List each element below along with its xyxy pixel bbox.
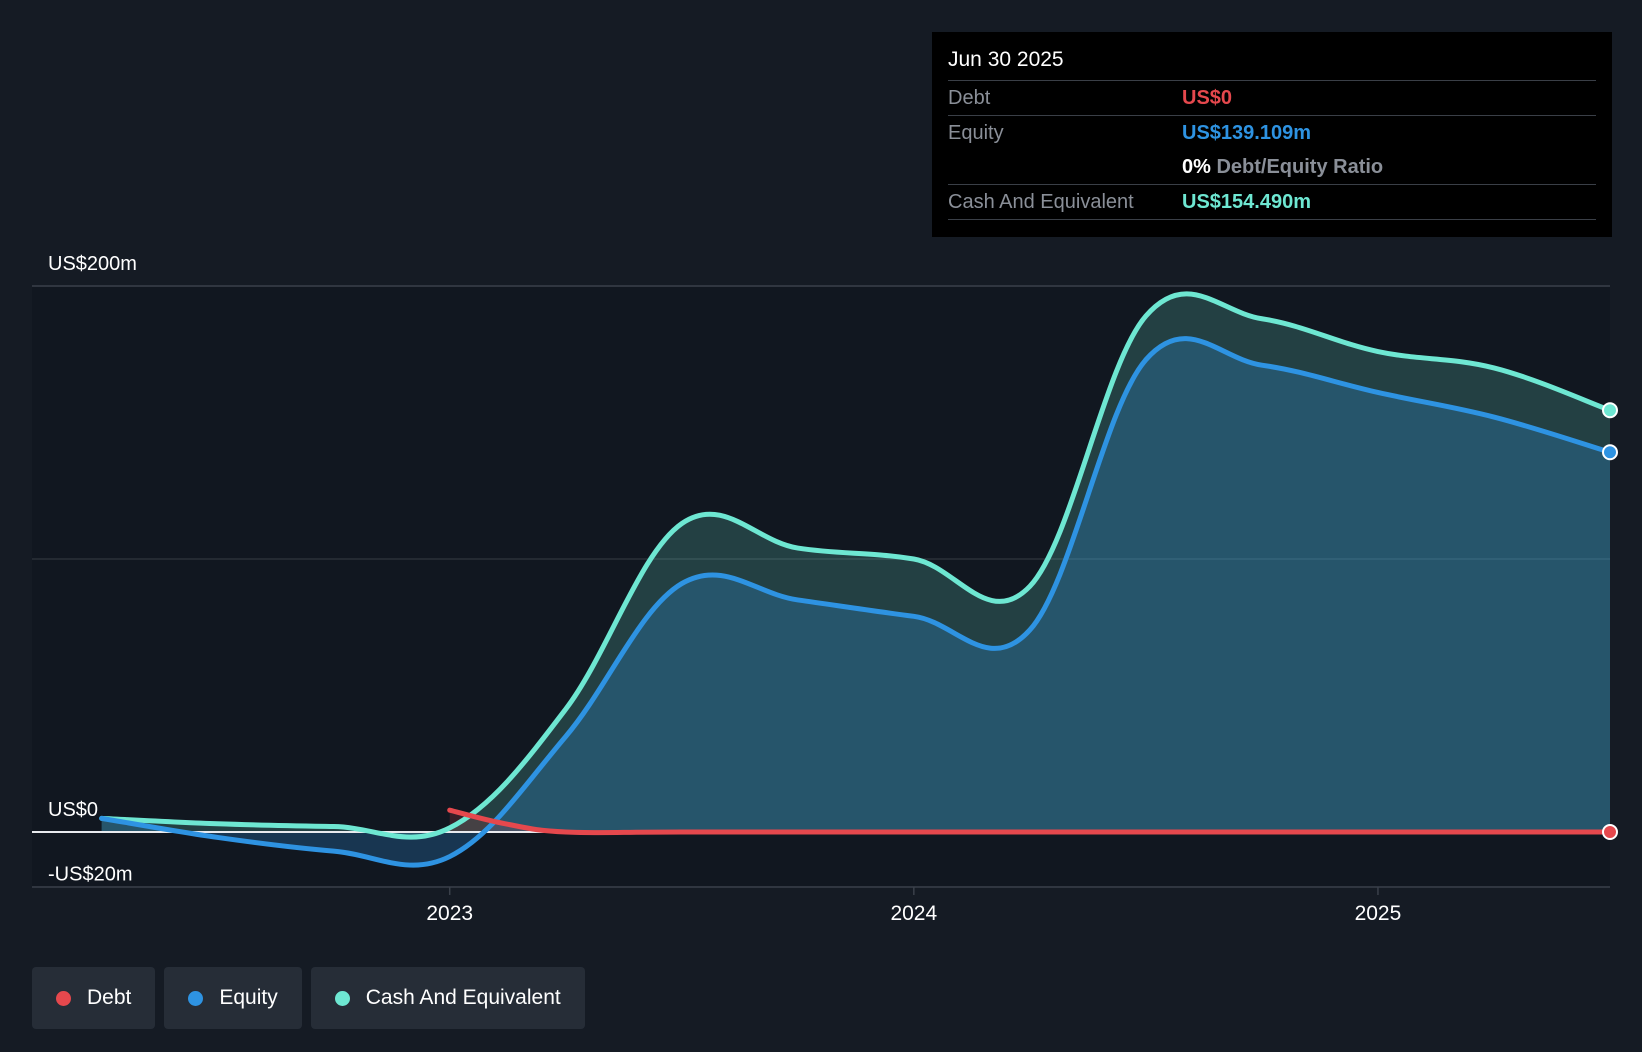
tooltip-row-ratio: 0% Debt/Equity Ratio — [948, 150, 1596, 185]
legend-dot-equity — [188, 990, 204, 1006]
tooltip-cash-value: US$154.490m — [1182, 191, 1311, 213]
legend-label-debt: Debt — [87, 986, 132, 1009]
tooltip-ratio-value: 0% — [1182, 156, 1211, 178]
legend-label-cash: Cash And Equivalent — [365, 986, 561, 1009]
tooltip-panel: Jun 30 2025 Debt US$0 Equity US$139.109m… — [932, 32, 1612, 237]
legend-item-cash[interactable]: Cash And Equivalent — [310, 967, 585, 1029]
tooltip-date: Jun 30 2025 — [948, 46, 1596, 81]
tooltip-row-debt: Debt US$0 — [948, 81, 1596, 116]
tooltip-equity-label: Equity — [948, 122, 1004, 144]
tooltip-debt-value: US$0 — [1182, 87, 1233, 109]
tooltip-ratio-label: Debt/Equity Ratio — [1216, 156, 1384, 178]
legend-item-debt[interactable]: Debt — [32, 967, 156, 1029]
marker-equity — [1602, 444, 1618, 461]
y-tick-label: US$0 — [48, 799, 98, 821]
x-tick-label: 2025 — [1355, 902, 1402, 925]
legend-dot-debt — [56, 990, 71, 1006]
line-debt — [447, 807, 1613, 836]
marker-debt — [1602, 824, 1618, 840]
tooltip-row-cash: Cash And Equivalent US$154.490m — [948, 185, 1596, 220]
legend-dot-cash — [334, 990, 350, 1006]
marker-cash — [1602, 402, 1618, 419]
tooltip-row-equity: Equity US$139.109m — [948, 116, 1596, 150]
line-equity — [99, 336, 1613, 868]
legend-item-equity[interactable]: Equity — [164, 967, 302, 1029]
x-tick-label: 2023 — [426, 902, 473, 925]
chart-legend: Debt Equity Cash And Equivalent — [32, 967, 585, 1029]
tooltip-cash-label: Cash And Equivalent — [948, 191, 1134, 213]
legend-label-equity: Equity — [219, 986, 278, 1009]
line-cash — [99, 291, 1613, 840]
x-tick-label: 2024 — [890, 902, 937, 925]
area-equity — [101, 338, 1610, 866]
tooltip-debt-label: Debt — [948, 87, 991, 109]
y-tick-label: US$200m — [48, 253, 137, 275]
y-tick-label: -US$20m — [48, 864, 132, 886]
area-cash — [101, 293, 1610, 838]
tooltip-equity-value: US$139.109m — [1182, 122, 1311, 144]
